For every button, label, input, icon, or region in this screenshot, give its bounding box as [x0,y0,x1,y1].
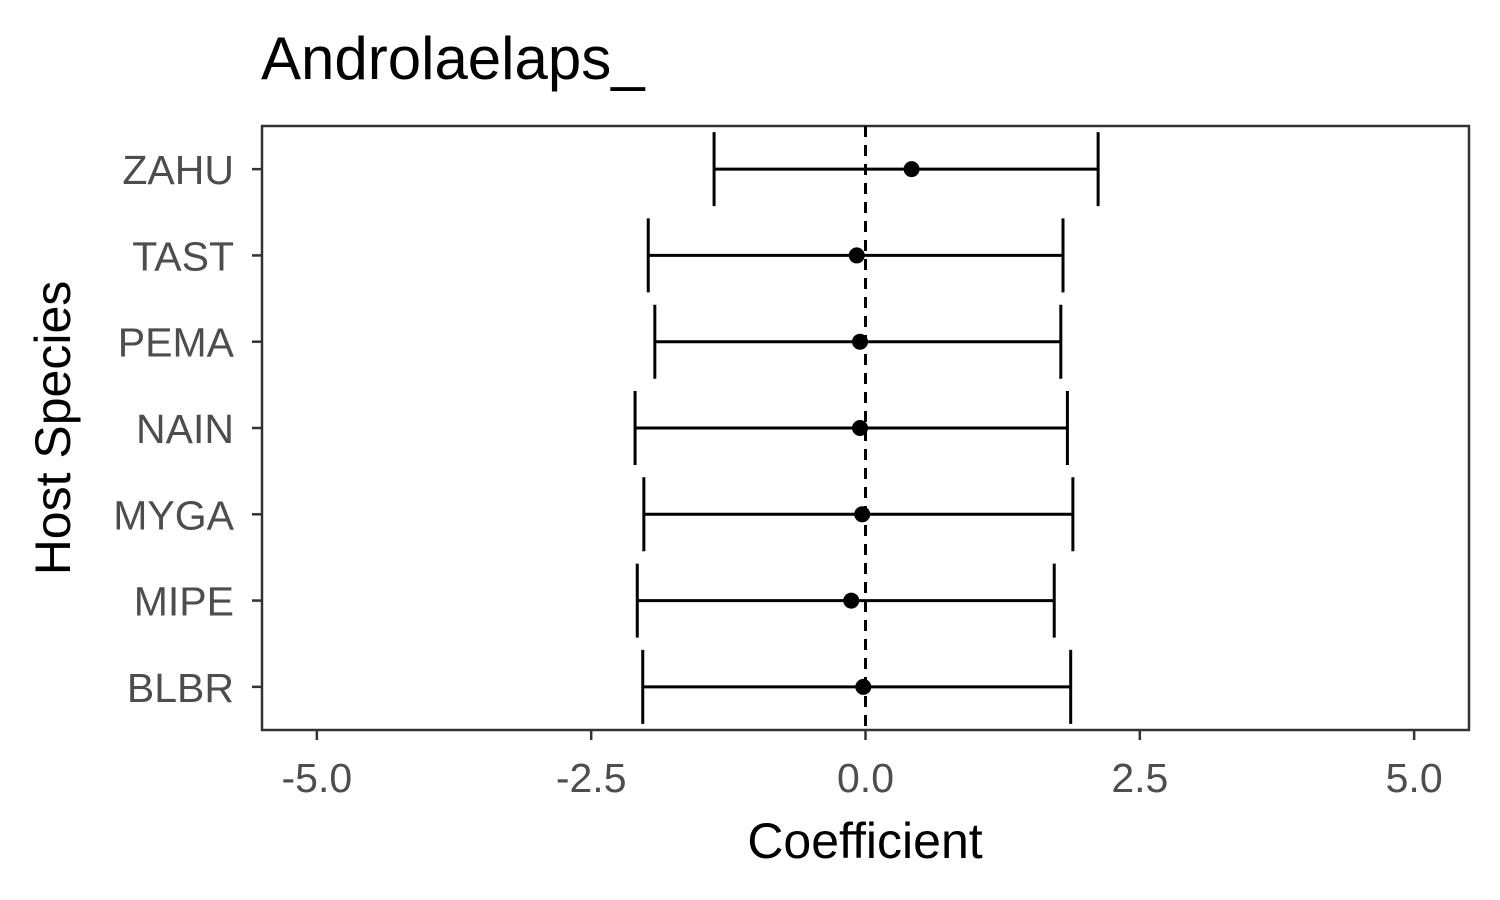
estimate-point [848,247,865,264]
y-tick-label: MYGA [113,492,234,538]
y-tick-label: PEMA [118,320,235,366]
x-axis-title: Coefficient [747,813,982,869]
x-tick-label: 5.0 [1386,755,1443,801]
estimate-point [852,333,869,350]
y-tick-label: MIPE [134,579,234,625]
errorbar-nain [633,391,1069,465]
x-axis: -5.0 -2.5 0.0 2.5 5.0 [282,730,1443,801]
estimate-point [855,678,872,695]
chart-title: Androlaelaps_ [261,25,646,92]
errorbar-myga [642,477,1075,552]
y-axis-title: Host Species [25,281,81,576]
x-tick-label: -2.5 [556,755,627,801]
x-tick-label: 2.5 [1111,755,1168,801]
errorbar-mipe [635,563,1056,638]
errorbar-zahu [712,132,1100,207]
x-tick-label: 0.0 [837,755,894,801]
y-tick-label: ZAHU [122,147,234,193]
errorbar-blbr [641,649,1073,724]
errorbar-tast [646,218,1065,293]
y-tick-label: BLBR [127,665,234,711]
y-tick-label: NAIN [136,406,234,452]
estimate-point [843,592,860,609]
error-bars [633,132,1100,724]
y-axis: ZAHU TAST PEMA NAIN MYGA MIPE BLBR [113,147,262,711]
estimate-point [854,506,871,523]
x-tick-label: -5.0 [282,755,353,801]
estimate-point [852,420,869,436]
y-tick-label: TAST [132,233,234,279]
errorbar-pema [653,304,1063,379]
estimate-point [903,161,920,178]
